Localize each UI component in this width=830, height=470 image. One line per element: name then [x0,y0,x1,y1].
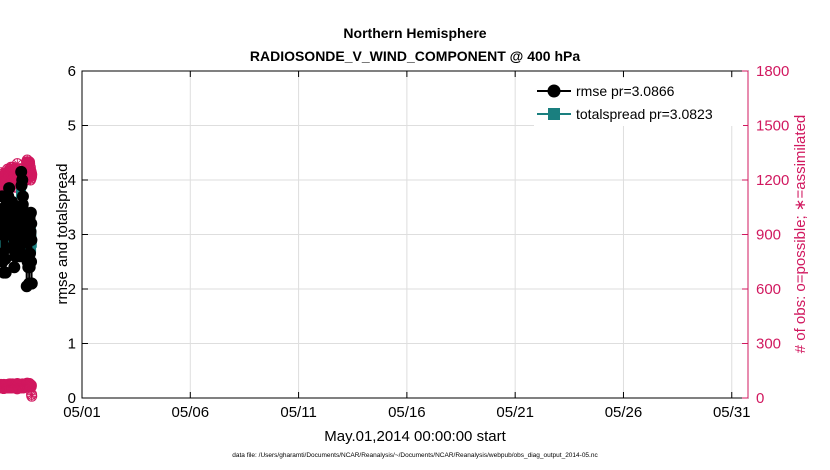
rmse-series [0,165,38,293]
y2-tick-label: 1500 [756,118,789,135]
y-axis-label: rmse and totalspread [54,164,71,305]
y-tick-label: 1 [68,336,76,353]
rmse-point [8,261,21,274]
chart-subtitle: RADIOSONDE_V_WIND_COMPONENT @ 400 hPa [250,48,580,64]
rmse-point [0,253,12,266]
x-tick-label: 05/16 [388,404,426,421]
y2-axis-label: # of obs: o=possible; ∗=assimilated [792,115,809,354]
legend-totalspread-marker [548,108,560,120]
legend: rmse pr=3.0866 totalspread pr=3.0823 [534,78,743,126]
x-tick-label: 05/06 [172,404,210,421]
legend-totalspread-label: totalspread pr=3.0823 [576,106,713,122]
y-tick-label: 3 [68,227,76,244]
rmse-point [1,242,14,255]
rmse-point [0,266,12,279]
rmse-point [3,182,16,195]
y-tick-label: 4 [68,172,76,189]
y-tick-label: 2 [68,281,76,298]
x-tick-label: 05/11 [280,404,316,421]
y-tick-label: 5 [68,118,76,135]
axis-layer: 05/01 05/06 05/11 05/16 05/21 05/26 05/31 0 1 2 3 4… [63,63,789,421]
chart-title: Northern Hemisphere [343,25,486,41]
obs-asterisk-stroke [27,170,36,179]
data-file-footer: data file: /Users/gharamti/Documents/NCA… [232,452,598,459]
legend-box [534,78,743,126]
x-axis-label: May.01,2014 00:00:00 start [324,428,506,445]
x-tick-label: 05/01 [63,404,101,421]
obs-assimilated-point [26,390,38,402]
obs-asterisk-stroke [27,392,36,401]
rmse-point [25,233,38,246]
obs-possible-point [26,169,38,181]
y2-tick-label: 1800 [756,63,789,80]
legend-rmse-marker [547,84,561,98]
obs-assimilated-point [25,379,37,391]
y2-tick-label: 900 [756,227,781,244]
rmse-point [24,206,37,219]
x-tick-label: 05/26 [605,404,643,421]
legend-rmse-label: rmse pr=3.0866 [576,83,675,99]
rmse-point [16,190,29,203]
x-tick-label: 05/21 [496,404,534,421]
y2-tick-label: 300 [756,336,781,353]
obs-asterisk-stroke [25,159,34,168]
rmse-point [16,174,29,186]
x-tick-label: 05/31 [713,404,751,421]
rmse-point [25,277,38,290]
y2-tick-label: 600 [756,281,781,298]
y2-tick-label: 1200 [756,172,789,189]
y-tick-label: 0 [68,390,76,407]
y2-tick-label: 0 [756,390,764,407]
rmse-point [25,255,38,268]
y-tick-label: 6 [68,63,76,80]
rmse-point [25,217,38,230]
obs-asterisk-stroke [27,381,36,390]
